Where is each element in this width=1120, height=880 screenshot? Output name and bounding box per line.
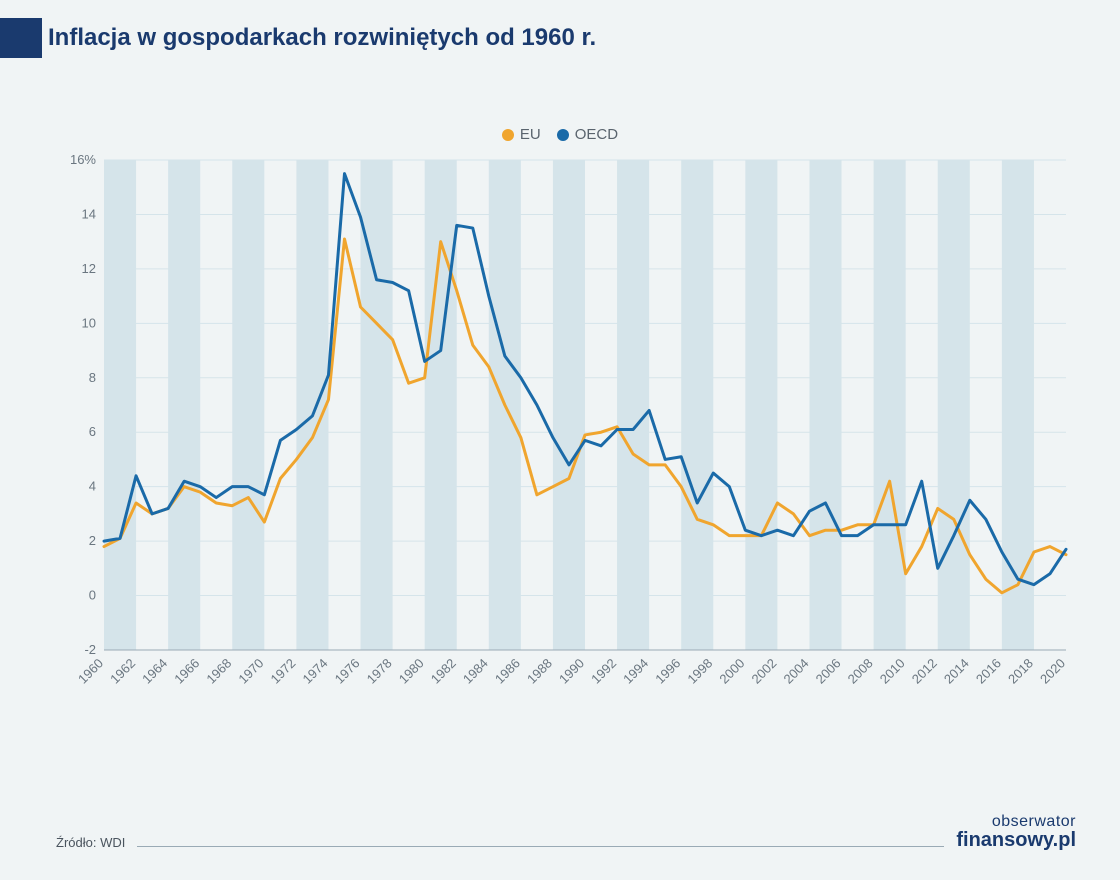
svg-text:8: 8 — [89, 370, 96, 385]
svg-text:0: 0 — [89, 588, 96, 603]
svg-text:1990: 1990 — [556, 656, 587, 687]
svg-text:2: 2 — [89, 533, 96, 548]
svg-text:2010: 2010 — [877, 656, 908, 687]
brand-bottom: finansowy.pl — [956, 830, 1076, 850]
svg-text:1962: 1962 — [107, 656, 138, 687]
svg-text:4: 4 — [89, 479, 96, 494]
footer-divider — [137, 846, 944, 847]
legend-marker — [502, 129, 514, 141]
svg-text:2014: 2014 — [941, 656, 972, 687]
svg-text:2008: 2008 — [845, 656, 876, 687]
source-label: Źródło: WDI — [56, 835, 125, 850]
chart-title: Inflacja w gospodarkach rozwiniętych od … — [42, 18, 608, 58]
svg-text:1960: 1960 — [75, 656, 106, 687]
title-accent-block — [0, 18, 42, 58]
svg-text:1984: 1984 — [460, 656, 491, 687]
svg-text:10: 10 — [82, 315, 96, 330]
svg-text:1986: 1986 — [492, 656, 523, 687]
svg-text:1998: 1998 — [684, 656, 715, 687]
svg-text:14: 14 — [82, 206, 96, 221]
svg-text:2006: 2006 — [813, 656, 844, 687]
svg-text:1970: 1970 — [235, 656, 266, 687]
svg-text:1994: 1994 — [620, 656, 651, 687]
svg-text:2018: 2018 — [1005, 656, 1036, 687]
svg-text:1978: 1978 — [364, 656, 395, 687]
legend-label: OECD — [575, 126, 618, 143]
brand-top: obserwator — [956, 814, 1076, 830]
svg-text:2000: 2000 — [716, 656, 747, 687]
svg-text:2002: 2002 — [748, 656, 779, 687]
svg-text:2004: 2004 — [781, 656, 812, 687]
legend-label: EU — [520, 126, 541, 143]
svg-text:1988: 1988 — [524, 656, 555, 687]
svg-text:1982: 1982 — [428, 656, 459, 687]
svg-text:1964: 1964 — [139, 656, 170, 687]
svg-text:1966: 1966 — [171, 656, 202, 687]
svg-text:1992: 1992 — [588, 656, 619, 687]
svg-text:6: 6 — [89, 424, 96, 439]
svg-text:-2: -2 — [84, 642, 96, 657]
svg-text:1968: 1968 — [203, 656, 234, 687]
svg-text:12: 12 — [82, 261, 96, 276]
line-chart: -2 0 2 4 6 8 10 12 14 16% 196019621964196619681970… — [56, 150, 1076, 730]
svg-text:1972: 1972 — [267, 656, 298, 687]
legend-item: OECD — [557, 126, 618, 143]
svg-text:1980: 1980 — [396, 656, 427, 687]
svg-text:16%: 16% — [70, 152, 96, 167]
chart-title-bar: Inflacja w gospodarkach rozwiniętych od … — [0, 18, 608, 58]
chart-svg: -2 0 2 4 6 8 10 12 14 16% 196019621964196619681970… — [56, 150, 1076, 730]
chart-legend: EU OECD — [0, 126, 1120, 145]
svg-text:2020: 2020 — [1037, 656, 1068, 687]
brand-logo: obserwator finansowy.pl — [956, 814, 1076, 850]
svg-text:1974: 1974 — [300, 656, 331, 687]
svg-text:1976: 1976 — [332, 656, 363, 687]
svg-text:2016: 2016 — [973, 656, 1004, 687]
svg-text:1996: 1996 — [652, 656, 683, 687]
legend-item: EU — [502, 126, 541, 143]
legend-marker — [557, 129, 569, 141]
svg-text:2012: 2012 — [909, 656, 940, 687]
chart-footer: Źródło: WDI obserwator finansowy.pl — [56, 814, 1076, 850]
